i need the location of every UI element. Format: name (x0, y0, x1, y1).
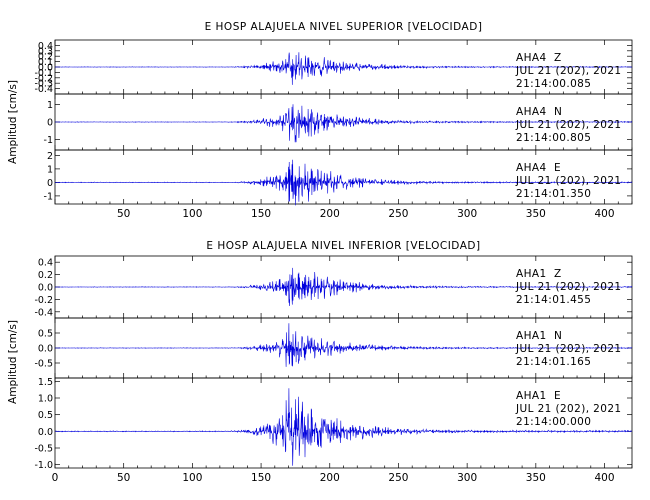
y-tick-label: 0.1 (38, 57, 53, 68)
y-tick-label: 0.5 (38, 410, 53, 421)
record-time: 21:14:01.165 (516, 356, 591, 368)
record-date: JUL 21 (202), 2021 (515, 65, 622, 77)
y-tick-label: -0.4 (34, 84, 53, 95)
y-tick-label: -1.0 (34, 460, 53, 471)
x-tick-label: 100 (182, 208, 202, 220)
x-tick-label: 350 (526, 472, 546, 484)
chart-title: E HOSP ALAJUELA NIVEL SUPERIOR [VELOCIDA… (205, 21, 483, 33)
y-tick-label: 0.5 (38, 329, 53, 340)
x-tick-label: 400 (595, 208, 615, 220)
record-time: 21:14:00.805 (516, 132, 591, 144)
waveform-trace (54, 323, 633, 367)
waveform-trace (55, 52, 633, 85)
y-tick-label: 0.4 (38, 41, 53, 52)
record-date: JUL 21 (202), 2021 (515, 343, 622, 355)
y-axis-label: Amplitud [cm/s] (7, 80, 19, 164)
component-label: E (554, 390, 561, 402)
y-tick-label: 2 (47, 151, 53, 162)
x-tick-label: 50 (117, 208, 130, 220)
component-label: Z (554, 52, 562, 64)
x-tick-label: 300 (457, 472, 477, 484)
record-time: 21:14:01.350 (516, 188, 591, 200)
y-tick-label: -0.3 (34, 79, 53, 90)
component-label: N (554, 106, 562, 118)
x-tick-label: 300 (457, 208, 477, 220)
y-tick-label: -0.1 (34, 68, 53, 79)
x-tick-label: 200 (320, 472, 340, 484)
y-tick-label: 0.0 (38, 283, 53, 294)
y-tick-label: 1.0 (38, 394, 53, 405)
x-tick-label: 400 (595, 472, 615, 484)
station-label: AHA1 (516, 390, 547, 402)
station-label: AHA1 (516, 268, 547, 280)
y-tick-label: 0.2 (38, 52, 53, 63)
y-tick-label: 1 (47, 100, 53, 111)
y-tick-label: 0.2 (38, 270, 53, 281)
record-time: 21:14:00.000 (516, 416, 591, 428)
x-tick-label: 250 (388, 472, 408, 484)
x-tick-label: 150 (251, 472, 271, 484)
component-label: Z (554, 268, 562, 280)
station-label: AHA4 (516, 52, 547, 64)
y-tick-label: 0.0 (38, 63, 53, 74)
y-tick-label: 1.5 (38, 377, 53, 388)
component-label: E (554, 162, 561, 174)
y-tick-label: 1 (47, 164, 53, 175)
record-date: JUL 21 (202), 2021 (515, 403, 622, 415)
station-label: AHA1 (516, 330, 547, 342)
y-tick-label: -0.5 (34, 359, 53, 370)
waveform-trace (55, 388, 633, 466)
x-tick-label: 0 (52, 472, 59, 484)
y-tick-label: -0.5 (34, 444, 53, 455)
x-tick-label: 200 (320, 208, 340, 220)
x-tick-label: 50 (117, 472, 130, 484)
y-tick-label: -0.2 (34, 73, 53, 84)
x-tick-label: 150 (251, 208, 271, 220)
y-tick-label: -0.2 (34, 295, 53, 306)
record-date: JUL 21 (202), 2021 (515, 175, 622, 187)
station-label: AHA4 (516, 162, 547, 174)
panel-aha4-z: 0.40.30.20.10.0-0.1-0.2-0.3-0.4 AHA4 ZJUL … (34, 39, 633, 95)
y-tick-label: 0.0 (38, 427, 53, 438)
record-time: 21:14:00.085 (516, 78, 591, 90)
record-date: JUL 21 (202), 2021 (515, 281, 622, 293)
record-time: 21:14:01.455 (516, 294, 591, 306)
y-tick-label: -0.4 (34, 307, 53, 318)
y-tick-label: -1 (44, 191, 53, 202)
y-tick-label: 0 (47, 118, 53, 129)
y-tick-label: -1 (44, 135, 53, 146)
y-tick-label: 0.0 (38, 344, 53, 355)
y-tick-label: 0.4 (38, 258, 53, 269)
x-tick-label: 100 (182, 472, 202, 484)
waveform-trace (54, 159, 633, 206)
x-tick-label: 350 (526, 208, 546, 220)
waveform-trace (54, 267, 633, 307)
chart-title: E HOSP ALAJUELA NIVEL INFERIOR [VELOCIDA… (206, 240, 480, 252)
y-axis-label: Amplitud [cm/s] (7, 320, 19, 404)
waveform-trace (55, 104, 633, 143)
component-label: N (554, 330, 562, 342)
station-label: AHA4 (516, 106, 547, 118)
y-tick-label: 0.3 (38, 46, 53, 57)
record-date: JUL 21 (202), 2021 (515, 119, 622, 131)
chart-1: E HOSP ALAJUELA NIVEL SUPERIOR [VELOCIDA… (7, 21, 633, 220)
chart-2: E HOSP ALAJUELA NIVEL INFERIOR [VELOCIDA… (7, 240, 633, 484)
x-tick-label: 250 (388, 208, 408, 220)
y-tick-label: 0 (47, 178, 53, 189)
